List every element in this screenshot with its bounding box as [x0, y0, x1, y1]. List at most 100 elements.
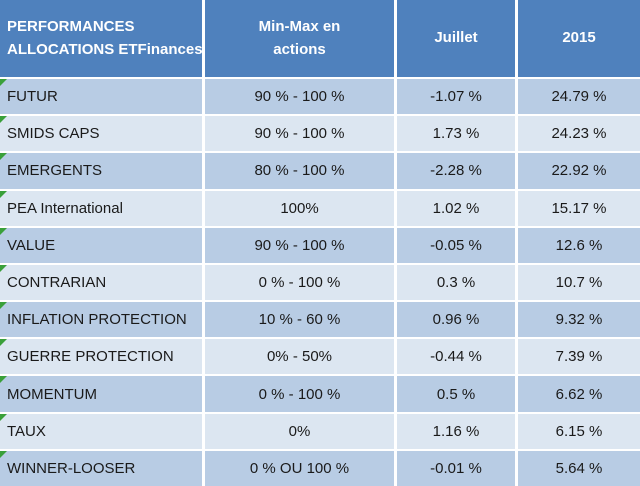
y2015-value: 10.7 %: [555, 273, 603, 291]
header-juillet-label: Juillet: [434, 29, 478, 47]
min-max-value: 0 % - 100 %: [258, 273, 341, 291]
row-label-cell[interactable]: PEA International: [0, 190, 202, 226]
cell-corner-flag-icon: [0, 376, 7, 384]
juillet-cell[interactable]: 0.3 %: [397, 264, 515, 301]
y2015-value: 22.92 %: [551, 162, 607, 180]
y2015-cell[interactable]: 9.32 %: [518, 302, 640, 338]
row-label-cell[interactable]: EMERGENTS: [0, 153, 202, 189]
juillet-value: -0.44 %: [430, 348, 482, 366]
cell-corner-flag-icon: [0, 450, 7, 458]
min-max-cell[interactable]: 0 % - 100 %: [205, 264, 394, 301]
juillet-cell[interactable]: 0.5 %: [397, 376, 515, 412]
min-max-value: 100%: [280, 199, 319, 217]
row-label-cell[interactable]: SMIDS CAPS: [0, 116, 202, 152]
y2015-cell[interactable]: 6.15 %: [518, 413, 640, 449]
juillet-cell[interactable]: 1.73 %: [397, 116, 515, 152]
min-max-value: 0% - 50%: [266, 348, 333, 366]
header-min-max-line2: actions: [273, 40, 326, 58]
juillet-value: 1.02 %: [432, 199, 480, 217]
min-max-cell[interactable]: 90 % - 100 %: [205, 116, 394, 152]
juillet-value: 1.16 %: [432, 422, 480, 440]
juillet-cell[interactable]: -0.44 %: [397, 339, 515, 375]
juillet-value: 1.73 %: [432, 125, 480, 143]
row-label-cell[interactable]: TAUX: [0, 413, 202, 449]
min-max-value: 90 % - 100 %: [254, 88, 345, 106]
cell-corner-flag-icon: [0, 153, 7, 161]
juillet-value: -2.28 %: [430, 162, 482, 180]
juillet-cell[interactable]: 1.02 %: [397, 190, 515, 226]
cell-corner-flag-icon: [0, 79, 7, 86]
header-cell-min-max[interactable]: Min-Max en actions: [205, 0, 394, 77]
header-cell-2015[interactable]: 2015: [518, 0, 640, 77]
y2015-cell[interactable]: 7.39 %: [518, 339, 640, 375]
y2015-cell[interactable]: 6.62 %: [518, 376, 640, 412]
header-min-max-line1: Min-Max en: [258, 18, 341, 35]
juillet-value: 0.96 %: [432, 311, 480, 329]
row-label-cell[interactable]: CONTRARIAN: [0, 264, 202, 301]
y2015-value: 24.79 %: [551, 88, 607, 106]
y2015-cell[interactable]: 24.79 %: [518, 79, 640, 115]
y2015-cell[interactable]: 12.6 %: [518, 227, 640, 263]
cell-corner-flag-icon: [0, 264, 7, 272]
juillet-value: 0.3 %: [436, 273, 476, 291]
min-max-cell[interactable]: 10 % - 60 %: [205, 302, 394, 338]
juillet-cell[interactable]: 1.16 %: [397, 413, 515, 449]
row-label-cell[interactable]: FUTUR: [0, 79, 202, 115]
y2015-cell[interactable]: 10.7 %: [518, 264, 640, 301]
cell-corner-flag-icon: [0, 190, 7, 198]
cell-corner-flag-icon: [0, 227, 7, 235]
min-max-cell[interactable]: 90 % - 100 %: [205, 227, 394, 263]
min-max-value: 0 % OU 100 %: [249, 459, 350, 477]
juillet-cell[interactable]: -1.07 %: [397, 79, 515, 115]
row-label: SMIDS CAPS: [7, 125, 100, 143]
juillet-cell[interactable]: -2.28 %: [397, 153, 515, 189]
min-max-value: 80 % - 100 %: [254, 162, 345, 180]
row-label-cell[interactable]: INFLATION PROTECTION: [0, 302, 202, 338]
header-title-line2: ALLOCATIONS ETFinances: [7, 40, 203, 58]
min-max-cell[interactable]: 80 % - 100 %: [205, 153, 394, 189]
y2015-cell[interactable]: 24.23 %: [518, 116, 640, 152]
cell-corner-flag-icon: [0, 116, 7, 124]
header-title-line1: PERFORMANCES: [7, 18, 135, 35]
min-max-cell[interactable]: 90 % - 100 %: [205, 79, 394, 115]
row-label: INFLATION PROTECTION: [7, 311, 187, 329]
y2015-value: 9.32 %: [555, 311, 603, 329]
juillet-cell[interactable]: -0.01 %: [397, 450, 515, 486]
y2015-value: 24.23 %: [551, 125, 607, 143]
y2015-cell[interactable]: 5.64 %: [518, 450, 640, 486]
row-label-cell[interactable]: GUERRE PROTECTION: [0, 339, 202, 375]
min-max-cell[interactable]: 0% - 50%: [205, 339, 394, 375]
row-label-cell[interactable]: WINNER-LOOSER: [0, 450, 202, 486]
cell-corner-flag-icon: [0, 302, 7, 310]
row-label: TAUX: [7, 422, 46, 440]
juillet-value: -0.01 %: [430, 459, 482, 477]
y2015-value: 6.15 %: [555, 422, 603, 440]
min-max-cell[interactable]: 0 % - 100 %: [205, 376, 394, 412]
y2015-value: 7.39 %: [555, 348, 603, 366]
juillet-cell[interactable]: -0.05 %: [397, 227, 515, 263]
min-max-value: 0%: [288, 422, 311, 440]
row-label-cell[interactable]: VALUE: [0, 227, 202, 263]
juillet-value: -1.07 %: [430, 88, 482, 106]
min-max-cell[interactable]: 0 % OU 100 %: [205, 450, 394, 486]
y2015-value: 15.17 %: [551, 199, 607, 217]
min-max-value: 90 % - 100 %: [254, 125, 345, 143]
row-label-cell[interactable]: MOMENTUM: [0, 376, 202, 412]
min-max-cell[interactable]: 100%: [205, 190, 394, 226]
header-cell-juillet[interactable]: Juillet: [397, 0, 515, 77]
min-max-value: 0 % - 100 %: [258, 385, 341, 403]
min-max-cell[interactable]: 0%: [205, 413, 394, 449]
header-cell-title[interactable]: PERFORMANCES ALLOCATIONS ETFinances: [0, 0, 203, 77]
y2015-value: 6.62 %: [555, 385, 603, 403]
juillet-value: -0.05 %: [430, 236, 482, 254]
y2015-value: 12.6 %: [555, 236, 603, 254]
juillet-cell[interactable]: 0.96 %: [397, 302, 515, 338]
cell-corner-flag-icon: [0, 413, 7, 421]
row-label: PEA International: [7, 199, 123, 217]
row-label: FUTUR: [7, 88, 58, 106]
y2015-cell[interactable]: 15.17 %: [518, 190, 640, 226]
row-label: WINNER-LOOSER: [7, 459, 136, 477]
cell-corner-flag-icon: [0, 339, 7, 347]
y2015-cell[interactable]: 22.92 %: [518, 153, 640, 189]
